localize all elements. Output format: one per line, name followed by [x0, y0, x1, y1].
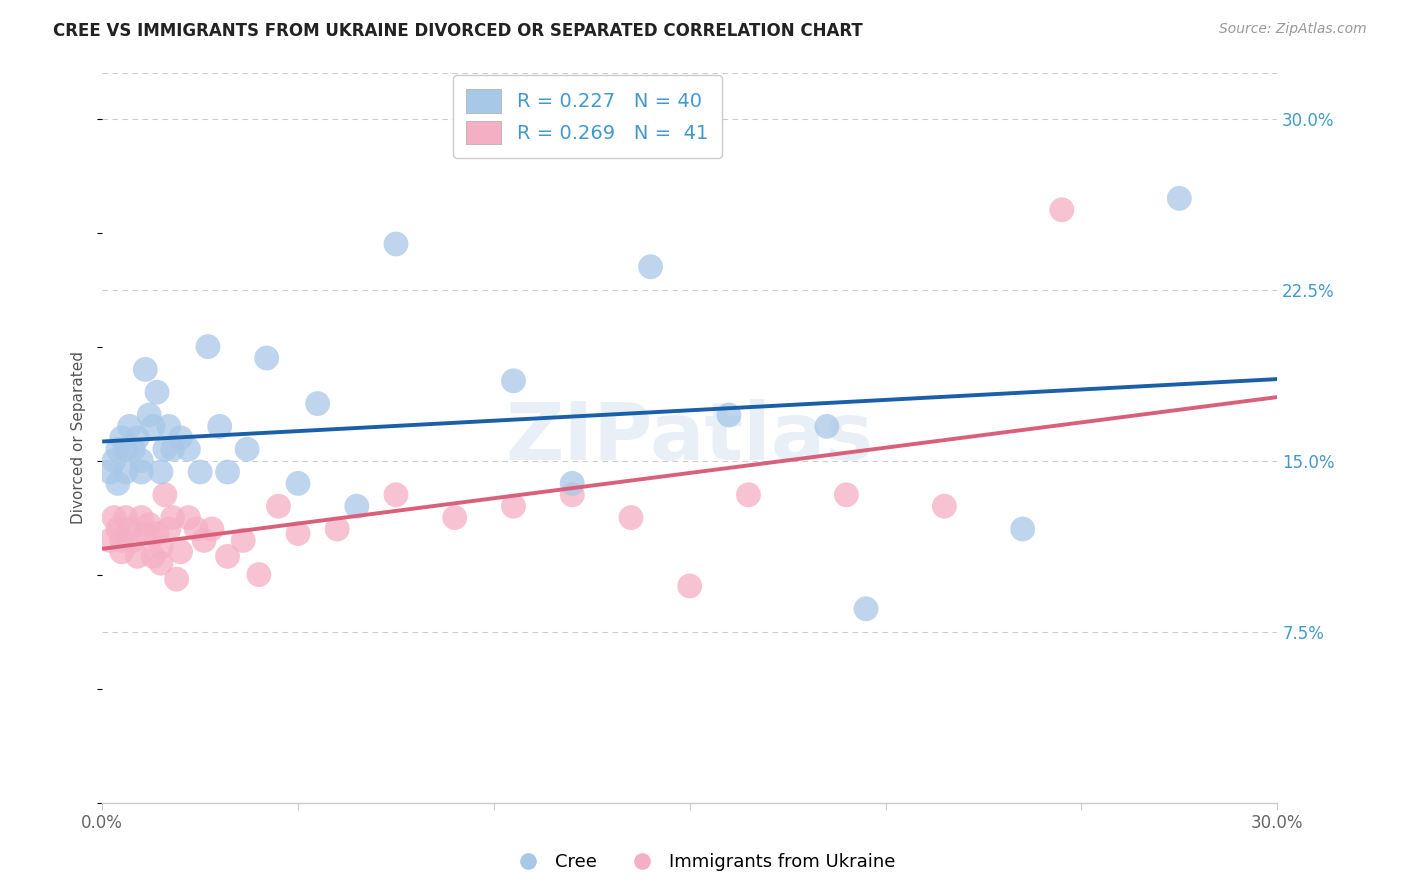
Point — [169, 545, 191, 559]
Legend: R = 0.227   N = 40, R = 0.269   N =  41: R = 0.227 N = 40, R = 0.269 N = 41 — [453, 76, 721, 158]
Point — [247, 567, 270, 582]
Point — [166, 572, 188, 586]
Point — [1050, 202, 1073, 217]
Point — [103, 453, 125, 467]
Point — [326, 522, 349, 536]
Point — [208, 419, 231, 434]
Point — [162, 442, 184, 457]
Point — [134, 362, 156, 376]
Point — [197, 340, 219, 354]
Point — [815, 419, 838, 434]
Point — [122, 442, 145, 457]
Point — [146, 526, 169, 541]
Point — [1011, 522, 1033, 536]
Point — [640, 260, 662, 274]
Point — [177, 442, 200, 457]
Point — [134, 526, 156, 541]
Point — [385, 488, 408, 502]
Point — [162, 510, 184, 524]
Point — [146, 385, 169, 400]
Point — [346, 499, 368, 513]
Point — [138, 517, 160, 532]
Point — [98, 533, 121, 548]
Point — [127, 431, 149, 445]
Point — [131, 510, 153, 524]
Point — [287, 476, 309, 491]
Point — [177, 510, 200, 524]
Point — [131, 453, 153, 467]
Point — [201, 522, 224, 536]
Point — [107, 522, 129, 536]
Point — [118, 522, 141, 536]
Point — [217, 549, 239, 564]
Point — [561, 488, 583, 502]
Point — [118, 419, 141, 434]
Point — [267, 499, 290, 513]
Point — [188, 465, 211, 479]
Point — [149, 540, 172, 554]
Point — [107, 442, 129, 457]
Point — [103, 510, 125, 524]
Point — [737, 488, 759, 502]
Point — [111, 545, 134, 559]
Point — [1168, 191, 1191, 205]
Point — [287, 526, 309, 541]
Point — [127, 549, 149, 564]
Point — [620, 510, 643, 524]
Point — [114, 442, 136, 457]
Text: Source: ZipAtlas.com: Source: ZipAtlas.com — [1219, 22, 1367, 37]
Point — [236, 442, 259, 457]
Point — [169, 431, 191, 445]
Point — [149, 556, 172, 570]
Point — [157, 419, 180, 434]
Point — [122, 533, 145, 548]
Legend: Cree, Immigrants from Ukraine: Cree, Immigrants from Ukraine — [503, 847, 903, 879]
Point — [502, 499, 524, 513]
Point — [142, 549, 165, 564]
Point — [217, 465, 239, 479]
Point — [98, 465, 121, 479]
Point — [193, 533, 215, 548]
Point — [385, 237, 408, 252]
Point — [131, 465, 153, 479]
Point — [835, 488, 858, 502]
Point — [855, 602, 877, 616]
Point — [111, 431, 134, 445]
Point — [107, 476, 129, 491]
Point — [138, 408, 160, 422]
Point — [561, 476, 583, 491]
Text: ZIPatlas: ZIPatlas — [506, 399, 875, 477]
Point — [157, 522, 180, 536]
Point — [307, 396, 329, 410]
Point — [142, 419, 165, 434]
Point — [502, 374, 524, 388]
Point — [232, 533, 254, 548]
Point — [153, 442, 176, 457]
Point — [114, 510, 136, 524]
Point — [679, 579, 702, 593]
Y-axis label: Divorced or Separated: Divorced or Separated — [72, 351, 86, 524]
Point — [443, 510, 465, 524]
Point — [256, 351, 278, 365]
Point — [114, 465, 136, 479]
Point — [149, 465, 172, 479]
Point — [111, 533, 134, 548]
Point — [717, 408, 740, 422]
Point — [934, 499, 956, 513]
Point — [153, 488, 176, 502]
Point — [186, 522, 208, 536]
Text: CREE VS IMMIGRANTS FROM UKRAINE DIVORCED OR SEPARATED CORRELATION CHART: CREE VS IMMIGRANTS FROM UKRAINE DIVORCED… — [53, 22, 863, 40]
